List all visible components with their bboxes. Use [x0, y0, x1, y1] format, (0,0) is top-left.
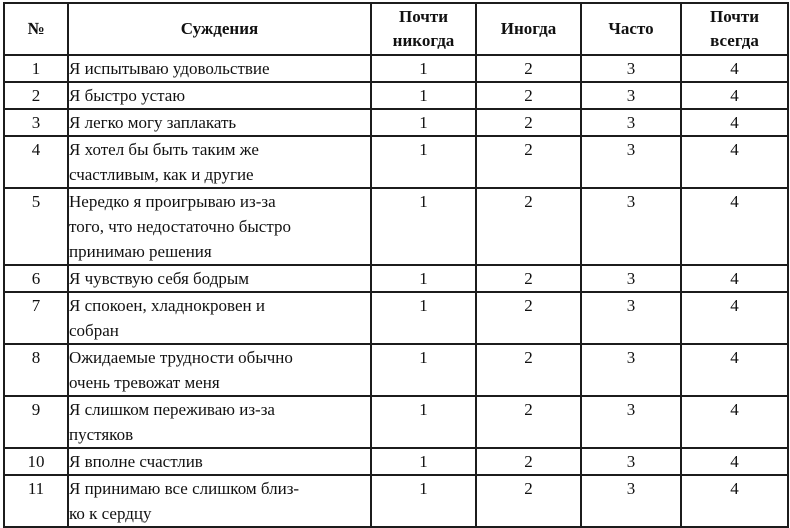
statement-cell: Я спокоен, хладнокровен и собран — [67, 291, 372, 345]
rating-cell-almost-always: 4 — [680, 474, 789, 528]
table-row: 5 Нередко я проигрываю из-за того, что н… — [3, 187, 789, 266]
statement-cell: Я вполне счастлив — [67, 447, 372, 476]
rating-cell-almost-never: 1 — [370, 474, 477, 528]
rating-cell-almost-always: 4 — [680, 343, 789, 397]
rating-cell-almost-never: 1 — [370, 343, 477, 397]
rating-cell-almost-always: 4 — [680, 447, 789, 476]
table-row: 8 Ожидаемые трудности обычно очень трево… — [3, 343, 789, 397]
rating-cell-almost-always: 4 — [680, 291, 789, 345]
rating-cell-often: 3 — [580, 108, 682, 137]
statement-cell: Я слишком переживаю из-за пустяков — [67, 395, 372, 449]
rating-cell-almost-always: 4 — [680, 81, 789, 110]
statement-cell: Я принимаю все слишком близ- ко к сердцу — [67, 474, 372, 528]
rating-cell-sometimes: 2 — [475, 54, 582, 83]
table-row: 10 Я вполне счастлив 1 2 3 4 — [3, 447, 789, 476]
rating-cell-almost-always: 4 — [680, 135, 789, 189]
rating-cell-almost-always: 4 — [680, 264, 789, 293]
statement-cell: Я чувствую себя бодрым — [67, 264, 372, 293]
column-header-almost-always: Почти всегда — [680, 2, 789, 56]
rating-cell-sometimes: 2 — [475, 474, 582, 528]
statement-cell: Я испытываю удовольствие — [67, 54, 372, 83]
row-number-cell: 8 — [3, 343, 69, 397]
rating-cell-often: 3 — [580, 343, 682, 397]
rating-cell-sometimes: 2 — [475, 187, 582, 266]
statement-cell: Ожидаемые трудности обычно очень тревожа… — [67, 343, 372, 397]
rating-cell-often: 3 — [580, 54, 682, 83]
rating-cell-sometimes: 2 — [475, 447, 582, 476]
row-number-cell: 11 — [3, 474, 69, 528]
column-header-statement: Суждения — [67, 2, 372, 56]
rating-table: № Суждения Почти никогда Иногда Часто По… — [3, 2, 789, 528]
statement-cell: Я хотел бы быть таким же счастливым, как… — [67, 135, 372, 189]
statement-cell: Я быстро устаю — [67, 81, 372, 110]
column-header-often: Часто — [580, 2, 682, 56]
rating-cell-sometimes: 2 — [475, 135, 582, 189]
rating-cell-sometimes: 2 — [475, 81, 582, 110]
rating-cell-almost-never: 1 — [370, 395, 477, 449]
table-row: 3 Я легко могу заплакать 1 2 3 4 — [3, 108, 789, 137]
table-row: 11 Я принимаю все слишком близ- ко к сер… — [3, 474, 789, 528]
rating-cell-almost-never: 1 — [370, 54, 477, 83]
row-number-cell: 6 — [3, 264, 69, 293]
row-number-cell: 9 — [3, 395, 69, 449]
table-row: 6 Я чувствую себя бодрым 1 2 3 4 — [3, 264, 789, 293]
rating-cell-almost-always: 4 — [680, 395, 789, 449]
rating-cell-often: 3 — [580, 135, 682, 189]
table-row: 9 Я слишком переживаю из-за пустяков 1 2… — [3, 395, 789, 449]
rating-cell-often: 3 — [580, 474, 682, 528]
rating-cell-often: 3 — [580, 81, 682, 110]
rating-cell-often: 3 — [580, 264, 682, 293]
rating-cell-almost-never: 1 — [370, 108, 477, 137]
column-header-sometimes: Иногда — [475, 2, 582, 56]
rating-cell-sometimes: 2 — [475, 108, 582, 137]
rating-cell-almost-always: 4 — [680, 108, 789, 137]
rating-cell-almost-always: 4 — [680, 187, 789, 266]
table-row: 1 Я испытываю удовольствие 1 2 3 4 — [3, 54, 789, 83]
row-number-cell: 2 — [3, 81, 69, 110]
header-row: № Суждения Почти никогда Иногда Часто По… — [3, 2, 789, 56]
row-number-cell: 5 — [3, 187, 69, 266]
row-number-cell: 7 — [3, 291, 69, 345]
row-number-cell: 1 — [3, 54, 69, 83]
row-number-cell: 10 — [3, 447, 69, 476]
table-row: 4 Я хотел бы быть таким же счастливым, к… — [3, 135, 789, 189]
rating-cell-almost-never: 1 — [370, 447, 477, 476]
rating-cell-often: 3 — [580, 291, 682, 345]
column-header-almost-never: Почти никогда — [370, 2, 477, 56]
rating-cell-almost-always: 4 — [680, 54, 789, 83]
rating-cell-sometimes: 2 — [475, 395, 582, 449]
rating-cell-almost-never: 1 — [370, 187, 477, 266]
row-number-cell: 3 — [3, 108, 69, 137]
rating-cell-often: 3 — [580, 187, 682, 266]
rating-cell-sometimes: 2 — [475, 343, 582, 397]
rating-cell-almost-never: 1 — [370, 291, 477, 345]
rating-cell-almost-never: 1 — [370, 81, 477, 110]
rating-cell-almost-never: 1 — [370, 264, 477, 293]
statement-cell: Нередко я проигрываю из-за того, что нед… — [67, 187, 372, 266]
rating-cell-almost-never: 1 — [370, 135, 477, 189]
table-row: 7 Я спокоен, хладнокровен и собран 1 2 3… — [3, 291, 789, 345]
rating-cell-often: 3 — [580, 395, 682, 449]
rating-cell-sometimes: 2 — [475, 291, 582, 345]
rating-cell-often: 3 — [580, 447, 682, 476]
table-row: 2 Я быстро устаю 1 2 3 4 — [3, 81, 789, 110]
rating-cell-sometimes: 2 — [475, 264, 582, 293]
column-header-num: № — [3, 2, 69, 56]
row-number-cell: 4 — [3, 135, 69, 189]
statement-cell: Я легко могу заплакать — [67, 108, 372, 137]
